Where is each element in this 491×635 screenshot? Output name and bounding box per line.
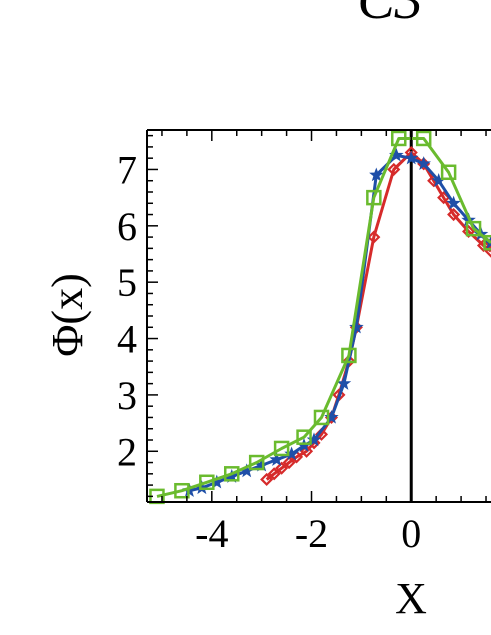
- square-marker: [273, 440, 290, 457]
- square-marker: [366, 189, 382, 206]
- square-marker: [174, 482, 190, 499]
- square-marker: [415, 130, 432, 147]
- diamond-marker: [299, 444, 314, 458]
- star-marker: [349, 319, 364, 334]
- diamond-marker: [462, 224, 476, 239]
- x-tick-label: -4: [195, 511, 228, 556]
- square-marker: [248, 454, 265, 471]
- y-tick-label: 5: [117, 260, 137, 305]
- x-axis-label: X: [395, 574, 427, 623]
- star-marker: [336, 375, 352, 390]
- star-marker: [446, 195, 461, 210]
- series-line-star: [189, 153, 491, 493]
- square-marker: [224, 466, 240, 482]
- diamond-marker: [282, 455, 296, 470]
- axes-layer: -4 -2 0 2 3 4 5 6 7: [117, 129, 491, 556]
- plot-area: -4 -2 0 2 3 4 5 6 7: [117, 129, 491, 556]
- series-square: [149, 130, 491, 505]
- y-axis-label: Φ(x): [43, 273, 92, 356]
- star-marker: [369, 167, 384, 182]
- star-marker: [416, 156, 431, 171]
- square-marker: [341, 347, 357, 364]
- square-marker: [296, 429, 312, 445]
- square-marker: [465, 220, 482, 237]
- square-marker: [199, 474, 215, 491]
- star-marker: [269, 452, 284, 466]
- y-tick-label: 3: [117, 373, 137, 418]
- series-diamond: [260, 145, 491, 487]
- diamond-marker: [267, 467, 281, 481]
- x-tick-label: 0: [401, 511, 421, 556]
- square-marker: [313, 409, 330, 426]
- y-tick-label: 6: [117, 204, 137, 249]
- y-tick-label: 2: [117, 429, 137, 474]
- series-layer: [149, 130, 491, 505]
- y-tick-label: 4: [117, 317, 137, 362]
- diamond-marker: [367, 230, 381, 244]
- star-marker: [403, 150, 419, 165]
- y-tick-label: 7: [117, 147, 137, 192]
- diamond-marker: [387, 162, 401, 177]
- square-marker: [483, 234, 491, 251]
- x-tick-label: -2: [295, 511, 328, 556]
- diamond-marker: [260, 472, 274, 487]
- series-line-square: [156, 137, 491, 498]
- diamond-marker: [275, 461, 289, 475]
- square-marker: [391, 130, 407, 147]
- diamond-marker: [476, 238, 491, 253]
- square-marker: [440, 164, 457, 181]
- diamond-marker: [447, 207, 461, 222]
- chart-title: C3: [357, 0, 422, 31]
